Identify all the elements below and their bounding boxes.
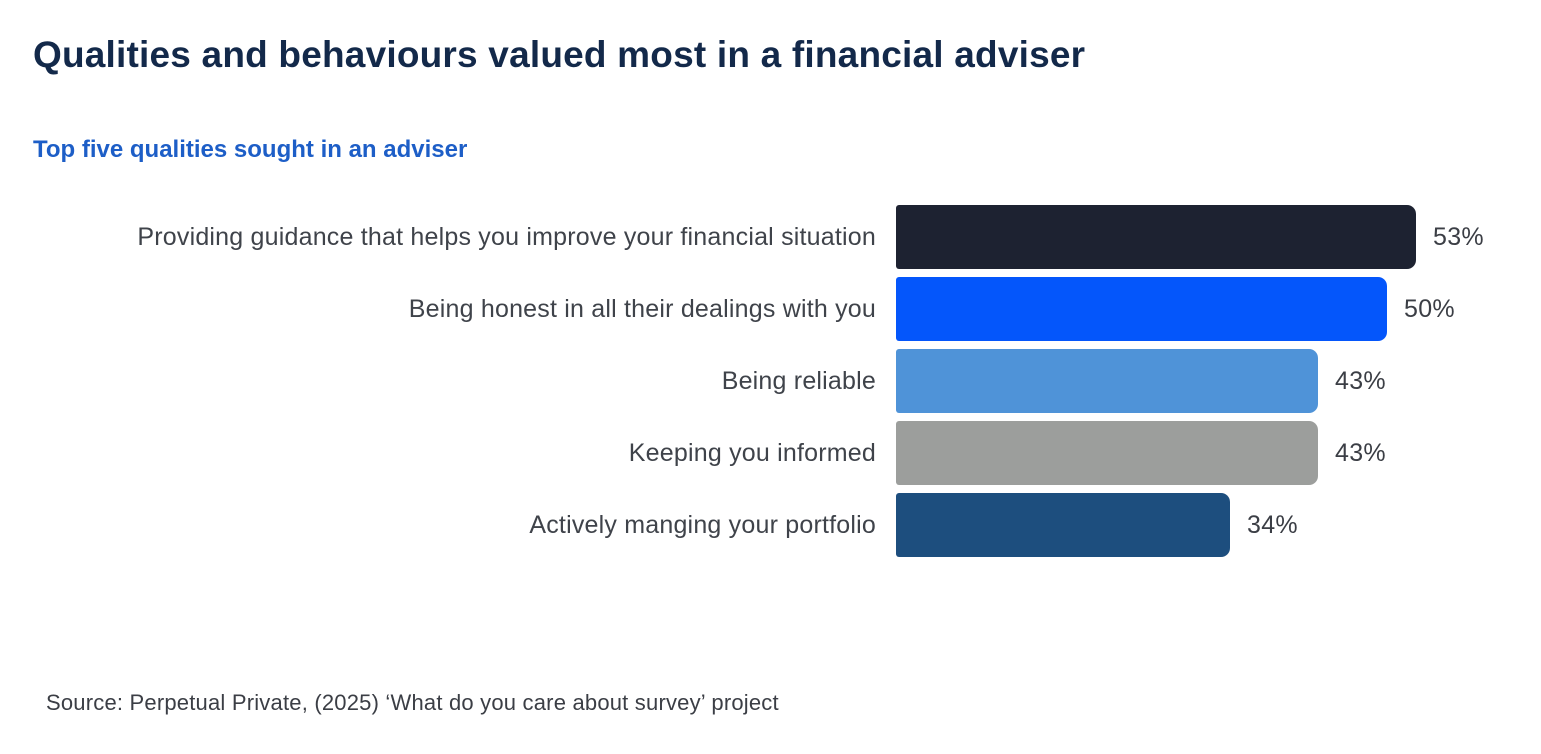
bar — [896, 493, 1230, 557]
source-note: Source: Perpetual Private, (2025) ‘What … — [46, 690, 779, 715]
bar-row: Keeping you informed 43% — [0, 421, 1541, 485]
bar-track: 43% — [896, 421, 1541, 485]
bar-chart: Providing guidance that helps you improv… — [0, 205, 1541, 565]
bar — [896, 349, 1318, 413]
chart-subtitle: Top five qualities sought in an adviser — [33, 136, 468, 163]
bar — [896, 421, 1318, 485]
category-label: Keeping you informed — [628, 438, 876, 467]
category-label: Actively manging your portfolio — [529, 510, 876, 539]
value-label: 34% — [1247, 510, 1298, 539]
value-label: 53% — [1433, 222, 1484, 251]
bar-track: 43% — [896, 349, 1541, 413]
page-title: Qualities and behaviours valued most in … — [33, 34, 1086, 75]
value-label: 43% — [1335, 438, 1386, 467]
bar-track: 50% — [896, 277, 1541, 341]
category-label: Providing guidance that helps you improv… — [137, 222, 876, 251]
bar-track: 53% — [896, 205, 1541, 269]
bar-track: 34% — [896, 493, 1541, 557]
category-label: Being honest in all their dealings with … — [408, 294, 876, 323]
value-label: 43% — [1335, 366, 1386, 395]
category-label: Being reliable — [721, 366, 876, 395]
bar — [896, 277, 1387, 341]
bar-row: Actively manging your portfolio 34% — [0, 493, 1541, 557]
bar-row: Being honest in all their dealings with … — [0, 277, 1541, 341]
value-label: 50% — [1404, 294, 1455, 323]
bar-row: Providing guidance that helps you improv… — [0, 205, 1541, 269]
bar-row: Being reliable 43% — [0, 349, 1541, 413]
bar — [896, 205, 1416, 269]
